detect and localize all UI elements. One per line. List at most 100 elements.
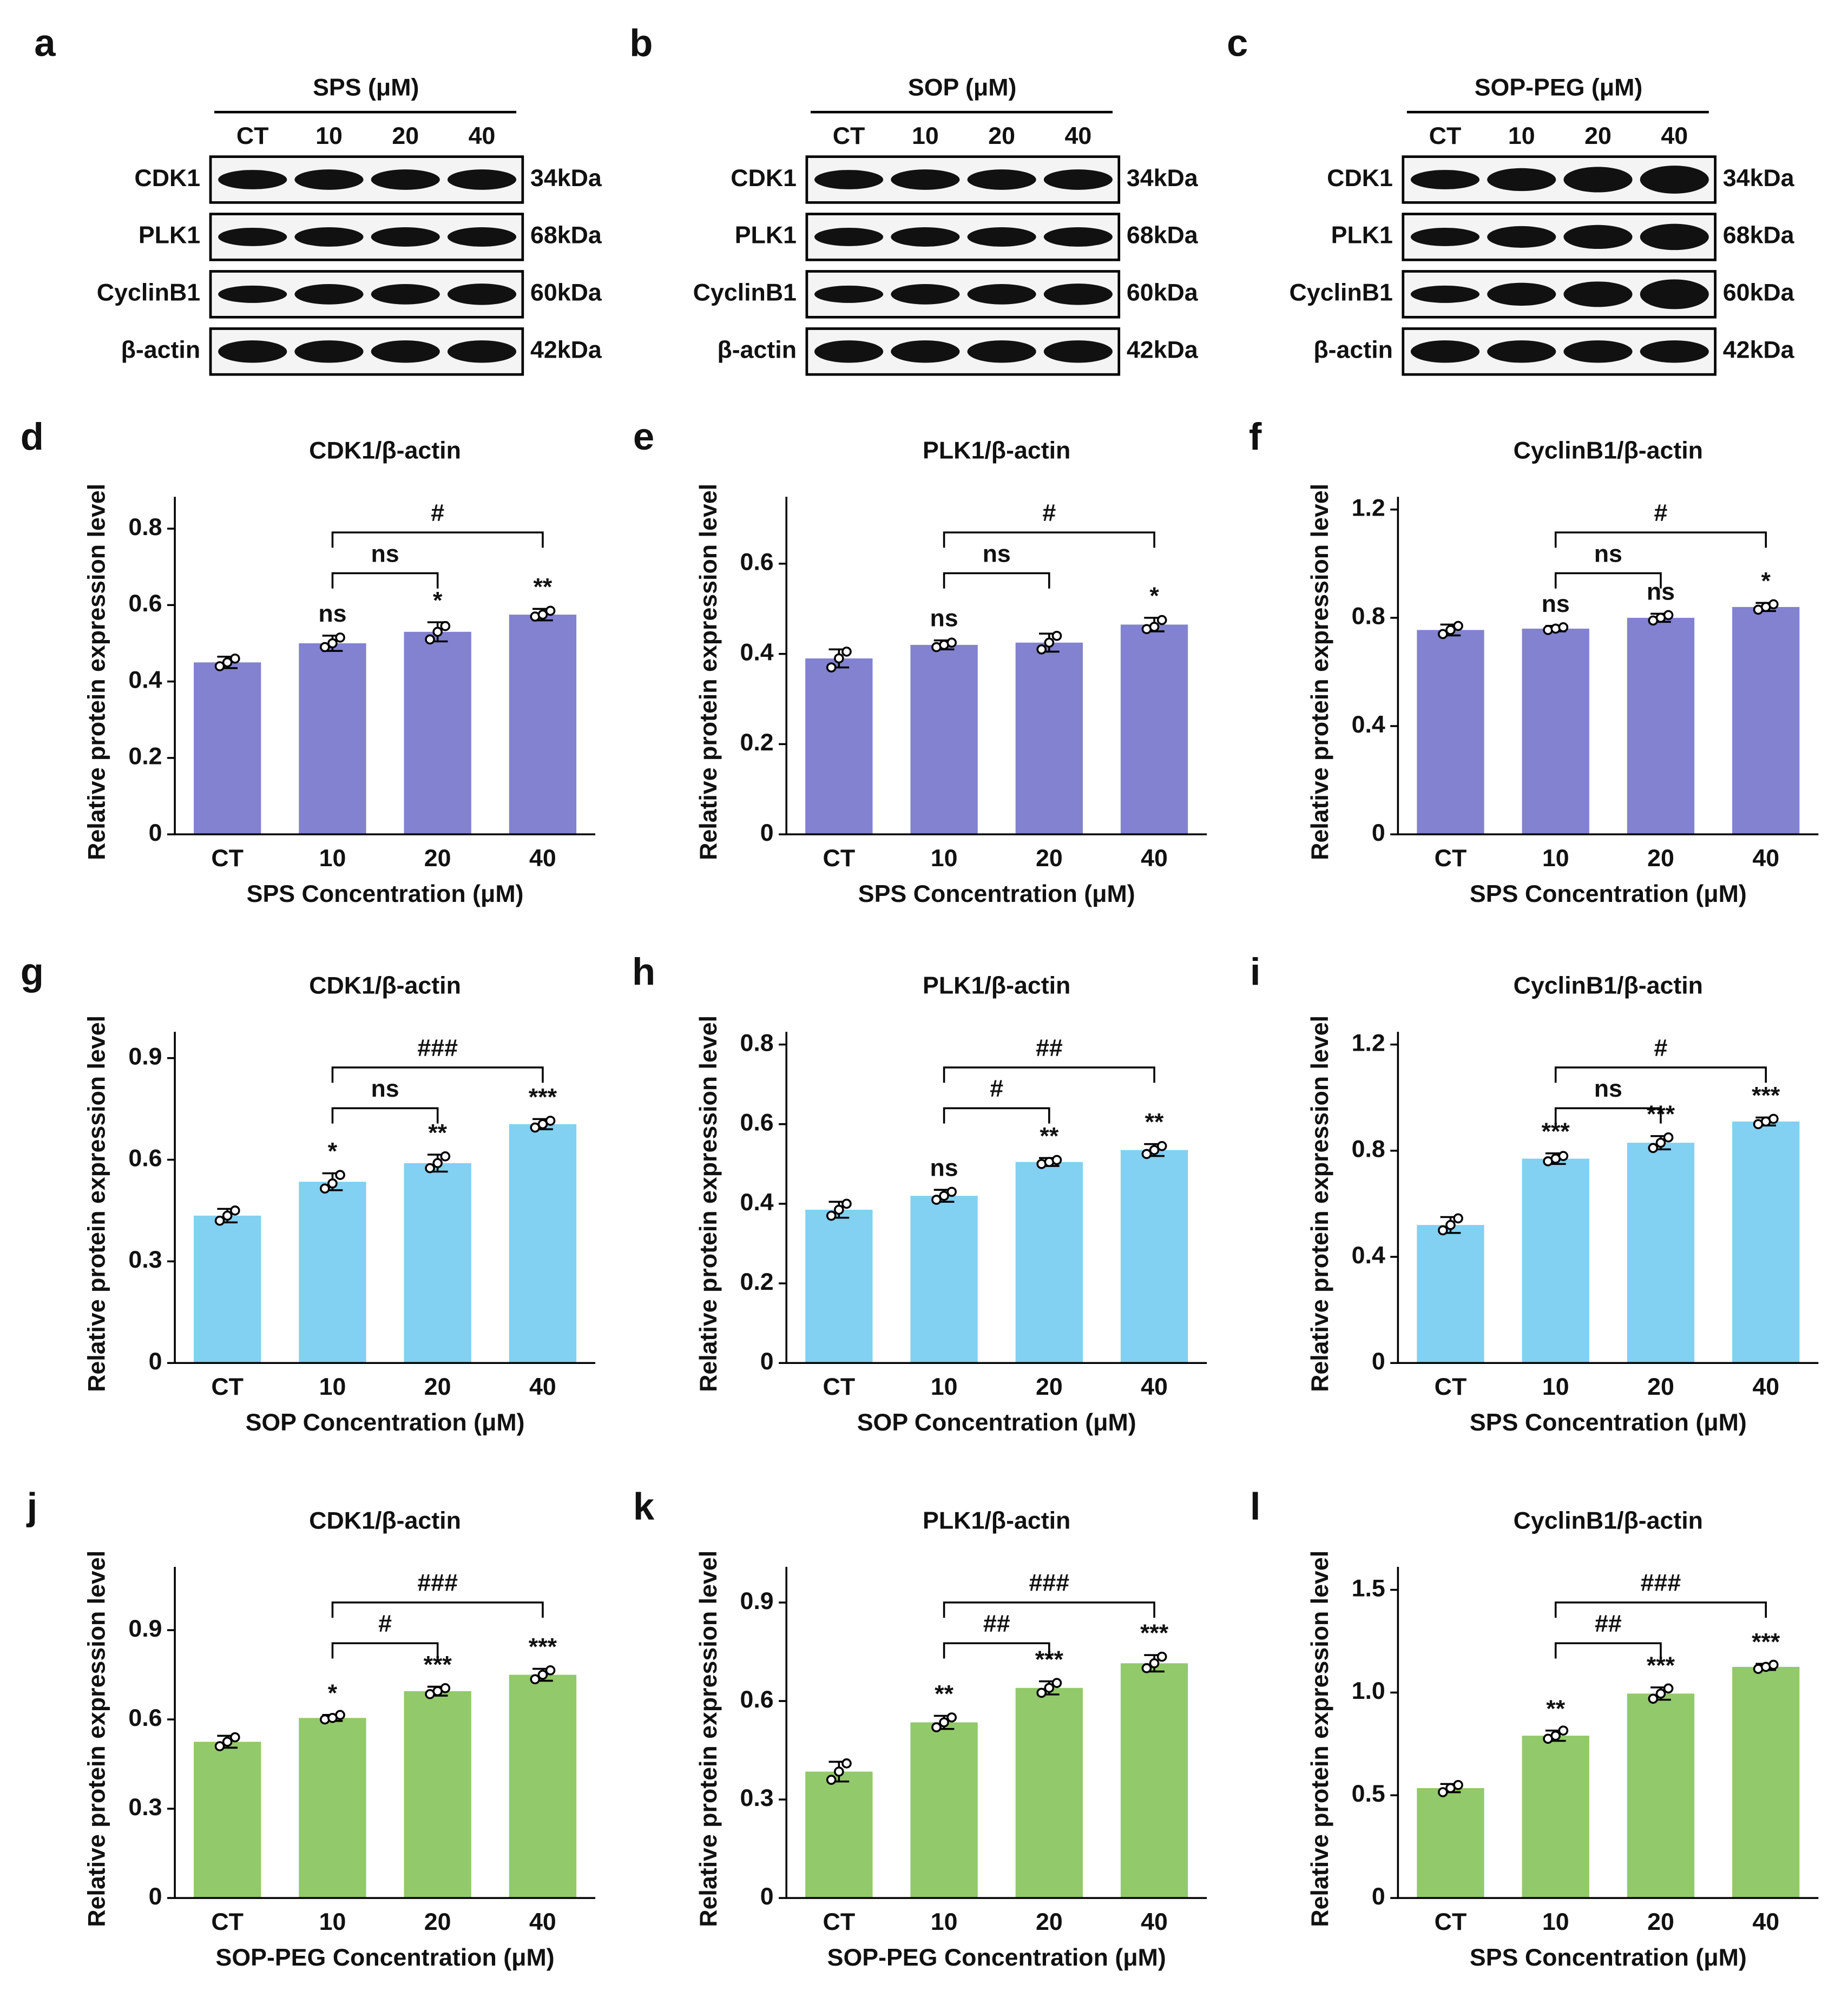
bracket-label: ns xyxy=(1594,1076,1622,1102)
data-point xyxy=(946,1186,957,1197)
blot-band xyxy=(1640,223,1709,250)
x-axis-label: SPS Concentration (μM) xyxy=(858,881,1135,907)
x-tick-label: 40 xyxy=(1141,1909,1168,1935)
size-label: 68kDa xyxy=(1723,222,1795,249)
bar xyxy=(299,1718,366,1898)
blot-band xyxy=(814,170,884,189)
data-point xyxy=(1141,1663,1152,1673)
y-tick-label: 0.8 xyxy=(1352,603,1385,630)
blot-band xyxy=(814,340,884,363)
data-point xyxy=(1149,622,1160,632)
axes xyxy=(1397,1032,1819,1364)
protein-label: PLK1 xyxy=(1331,222,1393,249)
bracket-label: # xyxy=(1654,500,1668,526)
significance-label: * xyxy=(433,587,443,614)
significance-label: *** xyxy=(1752,1629,1780,1655)
bar xyxy=(805,1209,873,1363)
data-point xyxy=(946,637,957,648)
chart-title: CyclinB1/β-actin xyxy=(1514,438,1703,464)
panel-letter: k xyxy=(633,1485,655,1528)
bracket xyxy=(1554,1642,1662,1659)
blot-band xyxy=(218,285,287,303)
panel-letter: l xyxy=(1250,1485,1261,1528)
y-tick-label: 0.9 xyxy=(128,1616,162,1642)
significance-label: ** xyxy=(534,574,553,601)
data-point xyxy=(1558,1725,1569,1736)
protein-label: CyclinB1 xyxy=(693,280,797,306)
data-point xyxy=(1558,1151,1569,1161)
x-axis-label: SOP Concentration (μM) xyxy=(246,1409,525,1436)
blot-band xyxy=(1043,340,1113,363)
data-point xyxy=(946,1712,957,1723)
blot-band xyxy=(447,227,517,247)
blot-band xyxy=(891,227,960,247)
y-tick-label: 0.4 xyxy=(1352,1242,1385,1269)
bar xyxy=(509,1674,577,1898)
panel-letter: e xyxy=(633,415,654,458)
data-point xyxy=(214,1215,225,1226)
blot-band xyxy=(447,284,517,305)
significance-label: * xyxy=(1761,568,1771,595)
axes xyxy=(174,1032,596,1364)
x-tick-label: CT xyxy=(823,1374,856,1400)
x-tick-label: CT xyxy=(1435,845,1467,872)
bracket-label: ### xyxy=(417,1035,458,1062)
panel-letter: f xyxy=(1249,415,1262,458)
blot-band xyxy=(294,227,364,247)
lane-label: 20 xyxy=(988,123,1015,149)
bar xyxy=(805,658,873,835)
bar xyxy=(1015,1687,1083,1898)
data-point xyxy=(222,1737,233,1747)
data-point xyxy=(440,1683,451,1693)
data-point xyxy=(841,1758,852,1769)
bracket xyxy=(1554,1601,1767,1618)
bar xyxy=(509,1124,577,1363)
x-tick-label: 10 xyxy=(1542,845,1569,872)
bracket xyxy=(943,1642,1050,1659)
bar xyxy=(1522,1158,1589,1363)
bar xyxy=(910,1722,978,1898)
data-point xyxy=(1550,1730,1561,1741)
data-point xyxy=(230,1205,240,1216)
bar xyxy=(1120,624,1188,835)
y-tick-label: 0.5 xyxy=(1352,1781,1385,1807)
x-tick-label: 40 xyxy=(1141,845,1168,872)
y-tick-label: 0 xyxy=(760,820,774,846)
chart-title: CDK1/β-actin xyxy=(309,973,461,999)
bracket xyxy=(331,1601,544,1618)
bracket-label: # xyxy=(378,1611,392,1637)
y-tick-label: 1.0 xyxy=(1352,1678,1385,1704)
significance-label: ns xyxy=(318,601,346,627)
data-point xyxy=(1768,1659,1779,1670)
x-tick-label: 20 xyxy=(1036,1909,1063,1935)
y-tick-label: 0 xyxy=(149,1348,162,1375)
data-point xyxy=(1036,644,1047,655)
x-axis-label: SPS Concentration (μM) xyxy=(1470,1944,1747,1971)
data-point xyxy=(1438,629,1448,640)
axes xyxy=(785,1566,1207,1899)
axes xyxy=(1397,497,1819,835)
panel-letter: h xyxy=(632,950,655,993)
y-tick-label: 0.6 xyxy=(740,1686,774,1713)
bracket-label: # xyxy=(1654,1035,1668,1062)
bracket xyxy=(943,1601,1155,1618)
x-tick-label: 40 xyxy=(1752,1374,1779,1400)
bracket-label: ### xyxy=(417,1570,458,1597)
significance-label: ** xyxy=(1145,1109,1164,1136)
data-point xyxy=(335,1170,345,1181)
data-point xyxy=(939,1190,949,1201)
protein-label: CDK1 xyxy=(134,165,200,192)
data-point xyxy=(530,1674,541,1685)
data-point xyxy=(1453,621,1463,631)
axes xyxy=(1397,1566,1819,1899)
data-point xyxy=(1044,637,1055,648)
protein-label: CyclinB1 xyxy=(97,280,200,306)
bar xyxy=(910,1196,978,1363)
data-point xyxy=(1558,622,1569,632)
significance-label: *** xyxy=(529,1084,557,1111)
blot-band xyxy=(218,340,287,363)
data-point xyxy=(425,1163,435,1173)
bar xyxy=(1417,630,1484,835)
axes xyxy=(785,497,1207,835)
bar xyxy=(194,1742,261,1898)
